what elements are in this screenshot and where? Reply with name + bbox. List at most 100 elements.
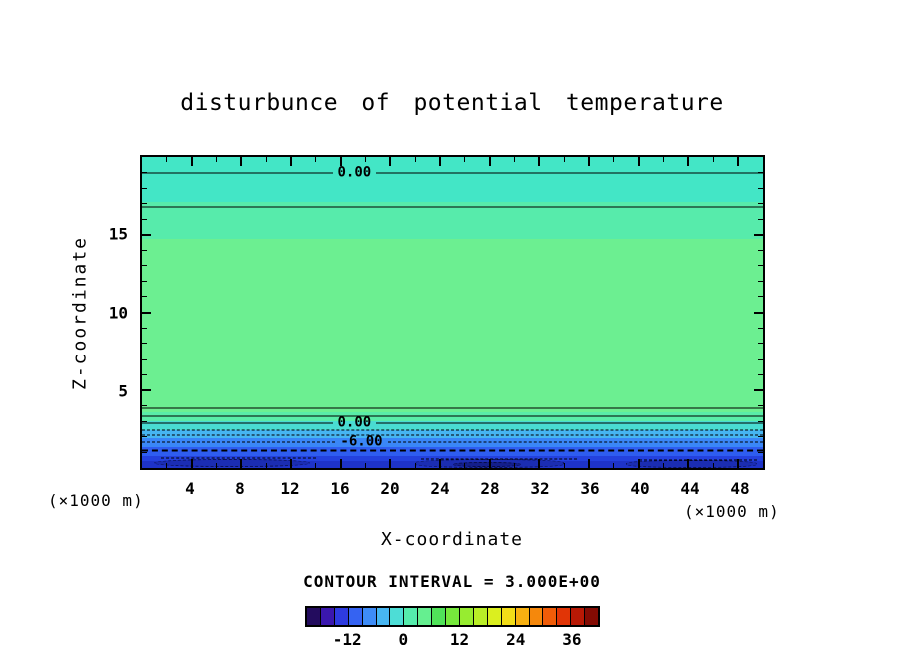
colorbar-segment [319, 608, 334, 625]
contour-line: -6.00 [142, 434, 763, 449]
axis-tick [142, 389, 151, 392]
axis-tick [563, 463, 565, 468]
axis-tick [538, 157, 541, 166]
colorbar-tick-label: 0 [398, 630, 409, 649]
axis-tick [290, 157, 293, 166]
color-fill-band [142, 421, 763, 430]
axis-tick [588, 459, 591, 468]
x-tick-label: 36 [580, 479, 600, 498]
axis-tick [240, 157, 243, 166]
axis-tick [737, 459, 740, 468]
contour-line-segment [387, 441, 763, 443]
x-tick-label: 20 [380, 479, 400, 498]
contour-line-segment [142, 434, 763, 436]
axis-tick [142, 280, 147, 282]
colorbar-segment [584, 608, 599, 625]
axis-tick [142, 203, 147, 205]
axis-tick [142, 327, 147, 329]
axis-tick [754, 389, 763, 392]
axis-tick [142, 405, 147, 407]
axis-tick [758, 327, 763, 329]
axis-tick [142, 436, 147, 438]
x-tick-label: 4 [185, 479, 195, 498]
x-tick-label: 44 [680, 479, 700, 498]
axis-tick [758, 405, 763, 407]
axis-tick [240, 459, 243, 468]
axis-tick [142, 187, 147, 189]
axis-tick [142, 420, 147, 422]
axis-tick [758, 187, 763, 189]
axis-tick [758, 280, 763, 282]
axis-tick [758, 172, 763, 174]
axis-tick [142, 172, 147, 174]
colorbar-tick-label: -12 [332, 630, 362, 649]
contour-line-segment [142, 407, 763, 409]
axis-tick [142, 343, 147, 345]
color-fill-band [142, 455, 763, 461]
contour-line [142, 428, 763, 443]
colorbar-segment [403, 608, 418, 625]
colorbar-tick-label: 12 [449, 630, 470, 649]
y-axis-label: Z-coordinate [69, 235, 91, 391]
x-tick-label: 28 [480, 479, 500, 498]
axis-tick [758, 296, 763, 298]
axis-tick [365, 157, 367, 162]
axis-tick [712, 157, 714, 162]
axis-tick [563, 157, 565, 162]
axis-tick [758, 374, 763, 376]
axis-tick [712, 463, 714, 468]
x-tick-label: 32 [530, 479, 550, 498]
contour-line-segment [142, 206, 763, 208]
axis-tick [142, 358, 147, 360]
axis-tick [758, 343, 763, 345]
y-tick-label: 10 [108, 303, 128, 322]
axis-tick [339, 459, 342, 468]
color-fill-band [142, 429, 763, 439]
y-tick-label: 5 [118, 381, 128, 401]
contour-line-segment [142, 429, 763, 431]
axis-tick [758, 203, 763, 205]
colorbar-segment [389, 608, 404, 625]
axis-tick [315, 463, 317, 468]
axis-tick [190, 157, 193, 166]
axis-tick [758, 265, 763, 267]
contour-line [160, 451, 316, 466]
axis-tick [613, 463, 615, 468]
axis-tick [265, 157, 267, 162]
colorbar-segment [458, 608, 473, 625]
colorbar-tick-label: 24 [506, 630, 526, 649]
axis-tick [439, 459, 442, 468]
x-tick-label: 12 [280, 479, 300, 498]
x-axis-label: X-coordinate [380, 529, 524, 550]
colorbar-tick-label: 36 [562, 630, 582, 649]
axis-tick [414, 157, 416, 162]
contour-line: 0.00 [142, 165, 763, 180]
axis-tick [142, 265, 147, 267]
axis-tick [613, 157, 615, 162]
colorbar [305, 606, 600, 627]
colorbar-segment [445, 608, 459, 625]
axis-tick [588, 157, 591, 166]
colorbar-segment [472, 608, 487, 625]
axis-tick [142, 374, 147, 376]
axis-tick [166, 463, 168, 468]
axis-tick [758, 451, 763, 453]
y-axis-unit: (×1000 m) [48, 491, 144, 510]
axis-tick [754, 311, 763, 314]
contour-line-segment [638, 459, 757, 461]
colorbar-segment [417, 608, 432, 625]
contour-line [142, 408, 763, 423]
contour-interval-text: CONTOUR INTERVAL = 3.000E+00 [303, 572, 601, 591]
axis-tick [439, 157, 442, 166]
contour-label: 0.00 [337, 164, 372, 181]
axis-tick [216, 463, 218, 468]
x-tick-label: 16 [330, 479, 350, 498]
contour-line-segment [142, 422, 333, 424]
color-fill-band [142, 157, 763, 203]
axis-tick [758, 358, 763, 360]
colorbar-segment [431, 608, 446, 625]
axis-tick [663, 157, 665, 162]
axis-tick [315, 157, 317, 162]
dark-anomaly-patch [154, 458, 310, 468]
